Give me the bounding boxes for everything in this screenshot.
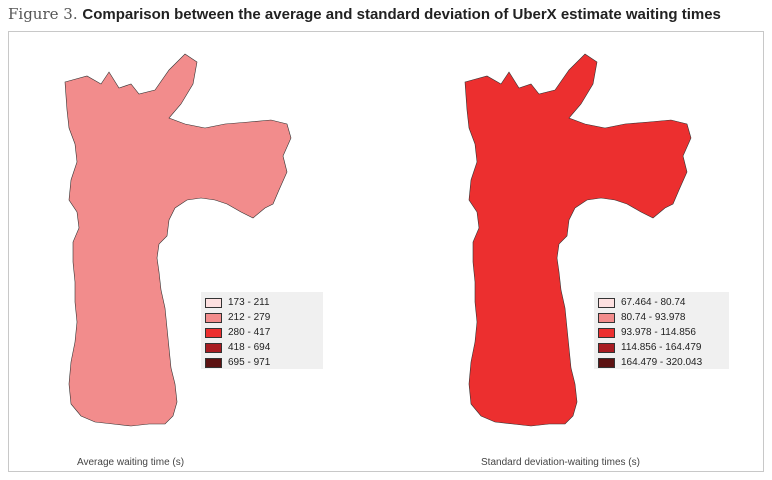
legend-swatch bbox=[205, 357, 222, 368]
legend-item: 280 - 417 bbox=[205, 325, 317, 340]
legend-swatch bbox=[598, 297, 615, 308]
figure-title-text: Comparison between the average and stand… bbox=[82, 6, 721, 23]
legend-item: 418 - 694 bbox=[205, 340, 317, 355]
legend-swatch bbox=[205, 297, 222, 308]
legend-swatch bbox=[598, 312, 615, 323]
legend-item: 93.978 - 114.856 bbox=[598, 325, 723, 340]
legend-item: 67.464 - 80.74 bbox=[598, 295, 723, 310]
legend-swatch bbox=[598, 357, 615, 368]
figure-title: Figure 3. Comparison between the average… bbox=[8, 5, 721, 23]
legend-swatch bbox=[205, 342, 222, 353]
legend-item: 212 - 279 bbox=[205, 310, 317, 325]
legend-item: 114.856 - 164.479 bbox=[598, 340, 723, 355]
map-average-waiting bbox=[64, 53, 292, 427]
legend-swatch bbox=[205, 327, 222, 338]
legend-item: 695 - 971 bbox=[205, 355, 317, 370]
choropleth-maps bbox=[64, 53, 692, 427]
figure-frame: 173 - 211 212 - 279 280 - 417 418 - 694 … bbox=[8, 31, 764, 472]
legend-average: 173 - 211 212 - 279 280 - 417 418 - 694 … bbox=[201, 292, 323, 369]
legend-item: 164.479 - 320.043 bbox=[598, 355, 723, 370]
legend-item: 173 - 211 bbox=[205, 295, 317, 310]
caption-average: Average waiting time (s) bbox=[77, 457, 185, 468]
legend-swatch bbox=[598, 327, 615, 338]
caption-standard-deviation: Standard deviation-waiting times (s) bbox=[481, 457, 640, 468]
legend-swatch bbox=[598, 342, 615, 353]
map-standard-deviation bbox=[464, 53, 692, 427]
legend-item: 80.74 - 93.978 bbox=[598, 310, 723, 325]
legend-swatch bbox=[205, 312, 222, 323]
legend-standard-deviation: 67.464 - 80.74 80.74 - 93.978 93.978 - 1… bbox=[594, 292, 729, 369]
figure-number: Figure 3. bbox=[8, 5, 78, 23]
